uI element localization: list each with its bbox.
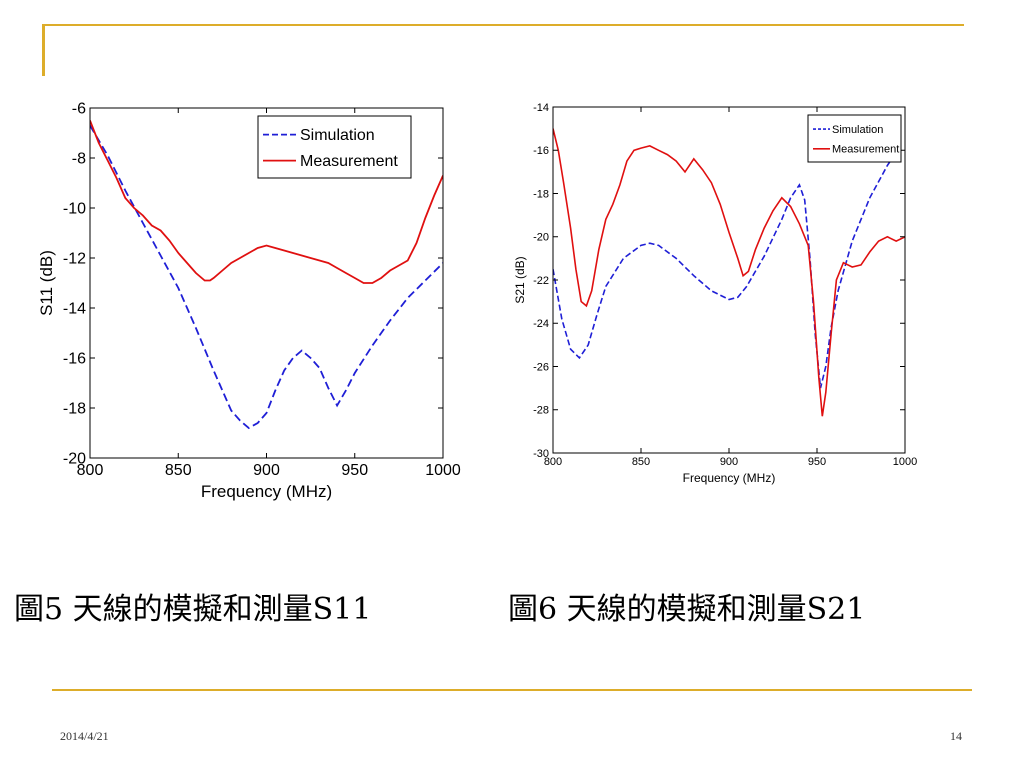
series-line-simulation <box>553 151 897 389</box>
y-tick-label: -10 <box>63 201 86 218</box>
legend-label-measurement: Measurement <box>300 153 398 170</box>
x-tick-label: 900 <box>253 462 280 479</box>
x-tick-label: 950 <box>341 462 368 479</box>
x-tick-label: 800 <box>77 462 104 479</box>
bottom-accent-line <box>52 689 972 691</box>
legend-box <box>257 115 412 179</box>
y-tick-label: -8 <box>72 151 86 168</box>
y-axis-label: S21 (dB) <box>513 256 527 303</box>
y-tick-label: -24 <box>533 318 549 330</box>
y-tick-label: -26 <box>533 361 549 373</box>
y-tick-label: -30 <box>533 448 549 460</box>
top-accent-line <box>42 24 964 26</box>
x-tick-label: 900 <box>720 456 738 468</box>
footer-date: 2014/4/21 <box>60 729 109 743</box>
y-tick-label: -20 <box>63 451 86 468</box>
legend-label-measurement: Measurement <box>832 144 899 156</box>
x-tick-label: 850 <box>165 462 192 479</box>
x-axis-label: Frequency (MHz) <box>201 482 332 501</box>
y-tick-label: -18 <box>533 188 549 200</box>
x-tick-label: 950 <box>808 456 826 468</box>
y-tick-label: -16 <box>63 351 86 368</box>
y-tick-label: -14 <box>63 301 86 318</box>
legend: Simulation Measurement <box>807 114 902 163</box>
legend: Simulation Measurement <box>257 115 412 179</box>
series-line-measurement <box>553 128 905 417</box>
x-tick-label: 850 <box>632 456 650 468</box>
footer-page-number: 14 <box>950 729 962 743</box>
series-line-measurement <box>90 120 443 284</box>
x-axis-label: Frequency (MHz) <box>683 471 776 485</box>
y-tick-label: -18 <box>63 401 86 418</box>
series-line-simulation <box>90 125 443 430</box>
s21-chart: 800 850 900 950 1000 -30 -28 -26 -24 -22 -20 -18 -16… <box>513 102 917 485</box>
legend-label-simulation: Simulation <box>832 124 883 136</box>
figure-caption-s11: 圖5 天線的模擬和測量S11 <box>14 592 372 627</box>
left-accent-line <box>42 24 45 76</box>
y-tick-label: -28 <box>533 405 549 417</box>
figure-caption-s21: 圖6 天線的模擬和測量S21 <box>508 592 866 627</box>
y-tick-label: -22 <box>533 275 549 287</box>
s11-chart: 800 850 900 950 1000 -20 -18 -16 -14 -12 -10 -8 -6 Fr… <box>37 101 461 501</box>
x-tick-label: 1000 <box>893 456 917 468</box>
y-tick-label: -16 <box>533 145 549 157</box>
y-axis-label: S11 (dB) <box>37 250 56 316</box>
y-tick-label: -12 <box>63 251 86 268</box>
legend-box <box>807 114 902 163</box>
legend-label-simulation: Simulation <box>300 127 375 144</box>
y-tick-label: -14 <box>533 102 549 114</box>
y-tick-label: -20 <box>533 232 549 244</box>
y-tick-label: -6 <box>72 101 86 118</box>
x-tick-label: 1000 <box>425 462 461 479</box>
x-tick-label: 800 <box>544 456 562 468</box>
